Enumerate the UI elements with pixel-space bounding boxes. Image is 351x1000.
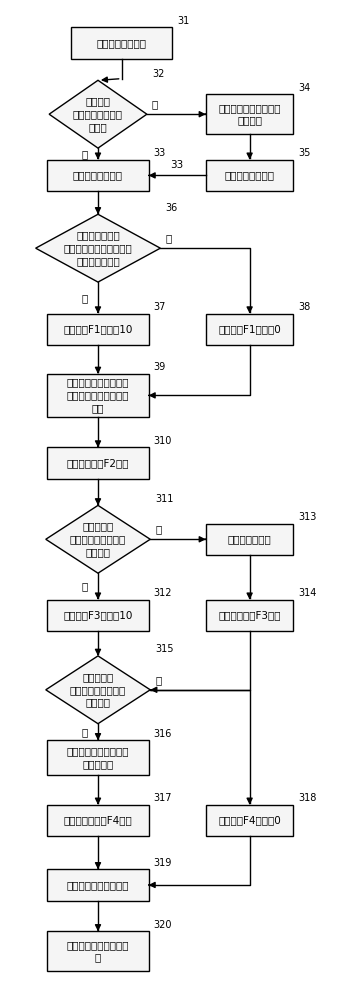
FancyBboxPatch shape xyxy=(47,160,148,191)
FancyBboxPatch shape xyxy=(47,600,148,631)
Text: 保存该候选规则的适应
值: 保存该候选规则的适应 值 xyxy=(67,940,129,963)
Text: 否: 否 xyxy=(165,233,172,243)
Text: 318: 318 xyxy=(298,793,317,803)
Text: 适应函数F1的值为10: 适应函数F1的值为10 xyxy=(63,324,133,334)
Text: 适应函数F1的值为0: 适应函数F1的值为0 xyxy=(218,324,281,334)
Text: 312: 312 xyxy=(154,588,172,598)
Text: 32: 32 xyxy=(152,69,164,79)
Text: 统计其能描述攻击变种
特点的个数: 统计其能描述攻击变种 特点的个数 xyxy=(67,746,129,769)
FancyBboxPatch shape xyxy=(206,805,293,836)
Text: 数据包中的特征
是否与候选规则中对应的
特征值完全匹配: 数据包中的特征 是否与候选规则中对应的 特征值完全匹配 xyxy=(64,230,132,266)
Text: 33: 33 xyxy=(154,148,166,158)
Text: 310: 310 xyxy=(154,436,172,446)
FancyBboxPatch shape xyxy=(206,600,293,631)
Text: 否: 否 xyxy=(152,99,158,109)
Text: 36: 36 xyxy=(165,203,178,213)
Text: 是: 是 xyxy=(82,293,88,303)
Text: 33: 33 xyxy=(171,160,184,170)
Text: 启动适应函数模块: 启动适应函数模块 xyxy=(97,38,147,48)
FancyBboxPatch shape xyxy=(47,447,148,479)
Text: 计算出适应函数F4的值: 计算出适应函数F4的值 xyxy=(64,815,132,825)
Text: 317: 317 xyxy=(154,793,172,803)
FancyBboxPatch shape xyxy=(47,805,148,836)
Text: 计算出总适应函数的值: 计算出总适应函数的值 xyxy=(67,880,129,890)
FancyBboxPatch shape xyxy=(47,740,148,775)
Text: 是: 是 xyxy=(82,727,88,737)
Text: 开始计算适应函数: 开始计算适应函数 xyxy=(73,170,123,180)
FancyBboxPatch shape xyxy=(206,94,293,134)
Polygon shape xyxy=(49,80,147,148)
FancyBboxPatch shape xyxy=(206,314,293,345)
Text: 31: 31 xyxy=(177,16,190,26)
Text: 否: 否 xyxy=(155,675,161,685)
Text: 是: 是 xyxy=(82,149,88,159)
Text: 适应函数F3的值为10: 适应函数F3的值为10 xyxy=(63,610,133,620)
FancyBboxPatch shape xyxy=(47,314,148,345)
Text: 判断该候选
规则是否符合规则的
格式语法: 判断该候选 规则是否符合规则的 格式语法 xyxy=(70,521,126,557)
Text: 314: 314 xyxy=(298,588,317,598)
Text: 创建对应的数据包: 创建对应的数据包 xyxy=(225,170,274,180)
Polygon shape xyxy=(46,505,150,573)
Text: 计算适应函数F3的值: 计算适应函数F3的值 xyxy=(218,610,281,620)
FancyBboxPatch shape xyxy=(47,869,148,901)
FancyBboxPatch shape xyxy=(47,931,148,971)
Text: 38: 38 xyxy=(298,302,311,312)
FancyBboxPatch shape xyxy=(206,160,293,191)
Text: 39: 39 xyxy=(154,362,166,372)
Text: 否: 否 xyxy=(155,524,161,534)
Polygon shape xyxy=(46,656,150,724)
Text: 35: 35 xyxy=(298,148,311,158)
Text: 316: 316 xyxy=(154,729,172,739)
Text: 判断该候选
规则是否含有攻击变
种的特点: 判断该候选 规则是否含有攻击变 种的特点 xyxy=(70,672,126,708)
Text: 统计其不足个数: 统计其不足个数 xyxy=(228,534,272,544)
FancyBboxPatch shape xyxy=(47,374,148,417)
Text: 统计数据包的特征与规
则对应的特征值匹配的
个数: 统计数据包的特征与规 则对应的特征值匹配的 个数 xyxy=(67,378,129,413)
Text: 是: 是 xyxy=(82,581,88,591)
Text: 计算适应函数F2的值: 计算适应函数F2的值 xyxy=(67,458,129,468)
Text: 适应函数F4的值为0: 适应函数F4的值为0 xyxy=(218,815,281,825)
FancyBboxPatch shape xyxy=(206,524,293,555)
Text: 样本规则
对应的数据包是否
创建好: 样本规则 对应的数据包是否 创建好 xyxy=(73,96,123,132)
Text: 315: 315 xyxy=(155,644,174,654)
FancyBboxPatch shape xyxy=(71,27,172,59)
Text: 319: 319 xyxy=(154,858,172,868)
Text: 返回规则管理模块获取
样本信息: 返回规则管理模块获取 样本信息 xyxy=(218,103,281,126)
Text: 37: 37 xyxy=(154,302,166,312)
Text: 311: 311 xyxy=(155,494,174,504)
Polygon shape xyxy=(36,214,160,282)
Text: 313: 313 xyxy=(298,512,317,522)
Text: 320: 320 xyxy=(154,920,172,930)
Text: 34: 34 xyxy=(298,83,311,93)
